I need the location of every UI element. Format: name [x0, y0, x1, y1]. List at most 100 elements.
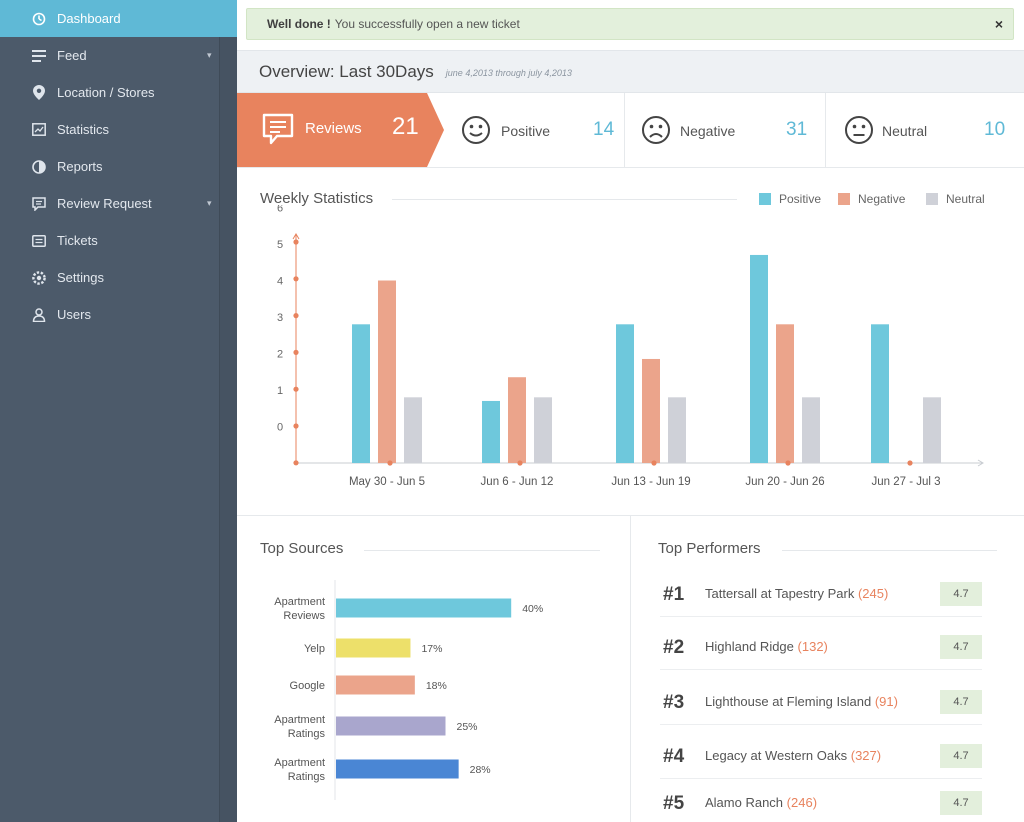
source-value-label: 18% — [426, 680, 447, 692]
legend-label: Positive — [779, 192, 822, 206]
source-label: Apartment — [274, 757, 325, 769]
x-tick-label: Jun 27 - Jul 3 — [871, 476, 940, 488]
performer-row[interactable]: #1 Tattersall at Tapestry Park (245) 4.7 — [660, 570, 982, 622]
performer-row[interactable]: #5 Alamo Ranch (246) 4.7 — [660, 779, 982, 822]
row-divider — [660, 778, 982, 779]
bar-neutral — [404, 397, 422, 463]
reviews-label: Reviews — [305, 120, 362, 137]
sidebar-item-location-stores[interactable]: Location / Stores — [0, 74, 237, 111]
source-value-label: 28% — [470, 764, 491, 776]
performer-review-count: (246) — [786, 795, 818, 810]
sidebar-item-feed[interactable]: Feed ▾ — [0, 37, 237, 74]
performer-row[interactable]: #4 Legacy at Western Oaks (327) 4.7 — [660, 732, 982, 784]
legend-swatch-negative — [838, 193, 850, 205]
legend-swatch-neutral — [926, 193, 938, 205]
performer-name: Alamo Ranch (246) — [705, 795, 817, 810]
tickets-icon — [31, 233, 47, 249]
source-label: Yelp — [304, 643, 325, 655]
performer-name: Tattersall at Tapestry Park (245) — [705, 586, 888, 601]
source-bar — [336, 598, 512, 618]
sidebar-item-tickets[interactable]: Tickets — [0, 222, 237, 259]
negative-tile[interactable]: Negative 31 — [625, 93, 826, 167]
reports-icon — [31, 159, 47, 175]
row-divider — [660, 724, 982, 725]
source-value-label: 40% — [522, 603, 543, 615]
statistics-icon — [31, 122, 47, 138]
reviews-tile[interactable]: Reviews 21 — [237, 93, 444, 167]
sidebar-item-label: Reports — [57, 159, 103, 174]
smile-face-icon — [461, 115, 491, 150]
page-title: Overview: Last 30Days — [259, 61, 434, 81]
alert-strong-text: Well done ! — [267, 17, 331, 31]
performer-name-text: Lighthouse at Fleming Island — [705, 694, 872, 709]
bar-neutral — [534, 397, 552, 463]
bar-positive — [750, 254, 768, 463]
legend-label: Neutral — [946, 192, 985, 206]
performer-rank: #4 — [663, 746, 685, 767]
sad-face-icon — [641, 115, 671, 150]
sidebar: Dashboard Feed ▾ Location / Stores Stati… — [0, 0, 237, 822]
settings-icon — [31, 270, 47, 286]
performer-name-text: Alamo Ranch — [705, 795, 784, 810]
sidebar-item-dashboard[interactable]: Dashboard — [0, 0, 237, 37]
bar-neutral — [923, 397, 941, 463]
sidebar-item-label: Dashboard — [57, 11, 121, 26]
negative-count: 31 — [786, 119, 808, 140]
sidebar-item-statistics[interactable]: Statistics — [0, 111, 237, 148]
overview-header: Overview: Last 30Days june 4,2013 throug… — [237, 50, 1024, 93]
y-tick-label: 0 — [277, 422, 283, 434]
y-tick-label: 5 — [277, 239, 283, 251]
sidebar-item-settings[interactable]: Settings — [0, 259, 237, 296]
performer-row[interactable]: #3 Lighthouse at Fleming Island (91) 4.7 — [660, 678, 982, 730]
y-tick-label: 6 — [277, 205, 283, 215]
neutral-tile[interactable]: Neutral 10 — [826, 93, 1024, 167]
source-bar — [336, 638, 411, 658]
weekly-statistics-chart: 6 5 4 3 2 1 0 May 30 - Jun 5 Jun 6 - Jun 12 Jun 1… — [277, 205, 984, 488]
sidebar-item-label: Review Request — [57, 196, 152, 211]
x-axis-dot — [387, 460, 393, 466]
close-icon[interactable]: × — [994, 16, 1003, 32]
source-label: Reviews — [283, 610, 325, 622]
source-label: Google — [290, 680, 325, 692]
review-request-icon — [31, 196, 47, 212]
y-axis-dot — [293, 349, 299, 355]
title-rule — [392, 199, 737, 200]
sidebar-item-users[interactable]: Users — [0, 296, 237, 333]
row-divider — [660, 669, 982, 670]
y-axis-dot — [293, 386, 299, 392]
source-value-label: 17% — [421, 643, 442, 655]
positive-label: Positive — [501, 123, 551, 139]
performer-name: Highland Ridge (132) — [705, 639, 828, 654]
sidebar-item-review-request[interactable]: Review Request ▾ — [0, 185, 237, 222]
bar-positive — [616, 324, 634, 463]
x-tick-label: Jun 20 - Jun 26 — [745, 476, 824, 488]
performer-score-badge: 4.7 — [940, 791, 982, 815]
performer-score-badge: 4.7 — [940, 582, 982, 606]
x-axis-dot — [651, 460, 657, 466]
performer-row[interactable]: #2 Highland Ridge (132) 4.7 — [660, 623, 982, 675]
positive-tile[interactable]: Positive 14 — [444, 93, 625, 167]
bar-positive — [871, 324, 889, 463]
source-value-label: 25% — [457, 721, 478, 733]
performer-score-badge: 4.7 — [940, 635, 982, 659]
bar-neutral — [802, 397, 820, 463]
weekly-statistics-title: Weekly Statistics — [260, 190, 374, 207]
y-axis-dot — [293, 460, 299, 466]
source-bar — [336, 716, 446, 736]
title-rule — [364, 550, 600, 551]
chevron-down-icon: ▾ — [207, 50, 212, 60]
dashboard-icon — [31, 11, 47, 27]
top-sources-title: Top Sources — [260, 540, 344, 557]
sidebar-item-label: Location / Stores — [57, 85, 155, 100]
sidebar-item-reports[interactable]: Reports — [0, 148, 237, 185]
sidebar-item-label: Users — [57, 307, 91, 322]
x-axis-arrow — [977, 459, 984, 467]
y-tick-label: 3 — [277, 312, 283, 324]
y-axis-arrow — [292, 233, 300, 240]
performer-rank: #3 — [663, 692, 685, 713]
y-tick-label: 1 — [277, 385, 283, 397]
performer-score-badge: 4.7 — [940, 690, 982, 714]
legend-neutral: Neutral — [926, 192, 985, 206]
performer-name-text: Legacy at Western Oaks — [705, 748, 848, 763]
